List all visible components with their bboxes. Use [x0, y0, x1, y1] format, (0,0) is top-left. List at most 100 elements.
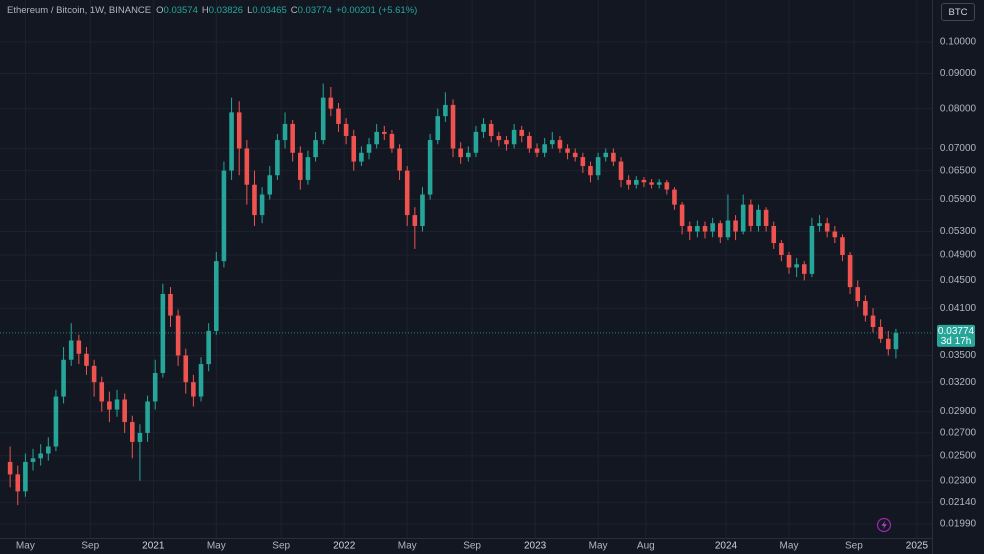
candle-body: [30, 458, 36, 462]
candle-body: [236, 112, 242, 149]
candle-body: [244, 148, 250, 185]
x-tick-label: 2022: [333, 541, 356, 552]
candle-body: [267, 175, 273, 195]
lightning-bolt: [881, 520, 887, 530]
candle-body: [511, 129, 517, 145]
candle-body: [893, 332, 899, 350]
y-tick-label: 0.10000: [940, 37, 977, 48]
candle-body: [748, 204, 754, 226]
candle-body: [740, 204, 746, 232]
candle-body: [443, 104, 448, 117]
candle-body: [313, 140, 318, 158]
candle-body: [733, 220, 738, 232]
x-tick-label: May: [780, 541, 799, 552]
candle-body: [763, 209, 769, 226]
last-price-label: 0.03774: [938, 326, 975, 337]
candle-body: [366, 144, 372, 153]
x-tick-label: Aug: [637, 541, 655, 552]
candle-body: [290, 123, 295, 153]
y-tick-label: 0.03200: [940, 377, 977, 388]
candle-body: [183, 355, 189, 383]
candle-body: [99, 382, 105, 402]
candle-body: [214, 261, 219, 331]
ohlc-value: 0.03574: [163, 5, 198, 16]
x-tick-label: Sep: [272, 541, 290, 552]
candle-body: [771, 225, 777, 244]
y-tick-label: 0.02300: [940, 475, 977, 486]
candle-body: [725, 220, 731, 238]
candles: [0, 83, 932, 506]
x-tick-label: May: [207, 541, 226, 552]
candle-body: [542, 144, 547, 153]
candle-body: [374, 131, 379, 145]
candle-body: [61, 359, 66, 397]
last-price-box: [937, 324, 975, 347]
candle-body: [633, 179, 639, 185]
candle-body: [130, 422, 135, 442]
x-tick-label: Sep: [845, 541, 863, 552]
candle-body: [702, 225, 708, 232]
candle-body: [549, 140, 555, 145]
x-tick-label: Sep: [463, 541, 481, 552]
candle-body: [198, 364, 204, 397]
y-tick-label: 0.06500: [940, 165, 977, 176]
candle-body: [664, 182, 670, 190]
candle-body: [68, 340, 74, 360]
candle-body: [878, 326, 883, 339]
candle-body: [496, 135, 502, 141]
candle-body: [855, 287, 861, 302]
y-tick-label: 0.02700: [940, 428, 977, 439]
candle-body: [611, 152, 616, 162]
candle-body: [298, 152, 303, 180]
candle-body: [320, 97, 326, 141]
candle-body: [794, 264, 799, 268]
candle-body: [229, 112, 234, 171]
currency-button[interactable]: BTC: [941, 3, 975, 21]
candle-body: [427, 140, 433, 195]
candle-body: [397, 148, 402, 171]
candle-body: [534, 148, 540, 153]
candle-body: [343, 123, 349, 136]
x-tick-label: May: [589, 541, 608, 552]
candle-body: [572, 152, 578, 158]
candle-body: [351, 135, 357, 162]
x-tick-label: 2025: [906, 541, 929, 552]
candle-body: [46, 446, 51, 454]
candle-body: [626, 179, 631, 185]
lightning-icon[interactable]: [876, 517, 892, 533]
candle-body: [672, 189, 677, 205]
x-tick-label: 2023: [524, 541, 547, 552]
candle-body: [595, 157, 601, 176]
x-tick-label: 2024: [715, 541, 738, 552]
ohlc-value: 0.03774: [297, 5, 332, 16]
symbol-info: Ethereum / Bitcoin, 1W, BINANCE: [7, 5, 152, 16]
ohlc-letter: C: [290, 5, 298, 16]
candle-body: [832, 231, 838, 238]
candle-body: [305, 157, 311, 180]
candle-body: [488, 123, 494, 136]
candle-body: [687, 225, 693, 232]
candle-body: [336, 108, 341, 124]
y-tick-label: 0.08000: [940, 103, 977, 114]
candle-body: [466, 152, 471, 158]
candle-body: [15, 474, 21, 492]
y-tick-label: 0.07000: [940, 143, 977, 154]
x-tick-label: Sep: [81, 541, 99, 552]
candle-body: [122, 399, 127, 423]
candle-body: [389, 133, 395, 149]
candle-body: [7, 461, 13, 475]
ohlc-letter: H: [201, 5, 209, 16]
candle-body: [504, 140, 509, 145]
candle-body: [252, 184, 257, 216]
y-tick-label: 0.02500: [940, 451, 977, 462]
countdown-label: 3d 17h: [941, 336, 972, 347]
candle-body: [191, 382, 196, 397]
candle-body: [23, 461, 28, 492]
candle-body: [450, 104, 456, 149]
candle-body: [76, 340, 82, 354]
candle-body: [756, 209, 761, 226]
candle-body: [435, 116, 441, 141]
